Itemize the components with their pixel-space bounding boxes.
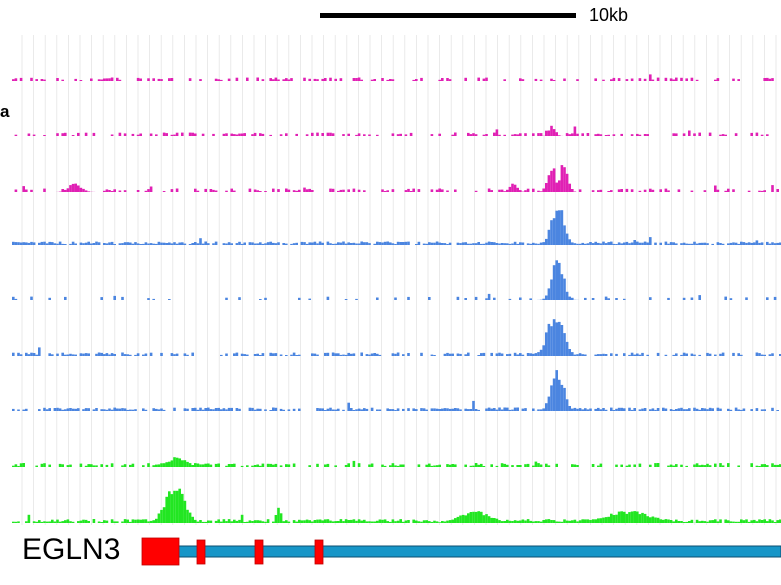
track-pol2-4 xyxy=(12,370,779,411)
track-rnaseq-1 xyxy=(12,457,781,467)
gene-body-line xyxy=(177,545,781,558)
track-letter: a xyxy=(0,102,10,121)
gene-name-label: EGLN3 xyxy=(22,533,121,566)
exon-1 xyxy=(141,537,180,566)
exon-3 xyxy=(254,539,264,565)
track-h3k4me3-2 xyxy=(14,125,769,136)
scale-bar xyxy=(320,13,576,18)
exon-4 xyxy=(314,539,324,565)
exon-2 xyxy=(196,539,206,565)
track-rnaseq-2 xyxy=(12,488,781,523)
track-pol2-3 xyxy=(12,319,781,356)
track-h3k4me3-1 xyxy=(12,74,774,81)
grid-lines xyxy=(21,35,777,525)
track-pol2-2 xyxy=(12,260,777,300)
scale-bar-label: 10kb xyxy=(589,5,629,25)
gene-model xyxy=(141,537,781,566)
track-h3k4me3-3 xyxy=(14,165,779,192)
track-pol2-1 xyxy=(12,210,781,245)
